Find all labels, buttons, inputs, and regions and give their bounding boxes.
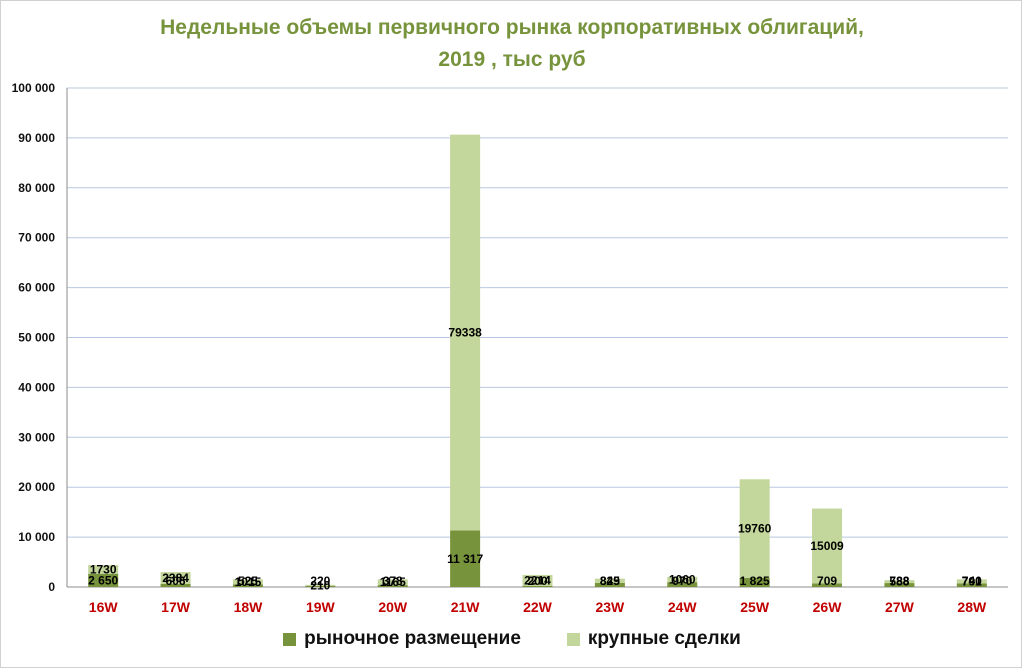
x-tick-label: 27W — [885, 599, 915, 615]
bar-large-deals — [377, 579, 408, 586]
y-tick-label: 100 000 — [12, 81, 56, 95]
data-label-market: 220 — [310, 574, 330, 588]
legend-label-large-deals: крупные сделки — [587, 628, 741, 649]
bar-large-deals — [739, 479, 770, 578]
y-tick-label: 80 000 — [18, 181, 55, 195]
x-tick-label: 28W — [957, 599, 987, 615]
y-tick-label: 30 000 — [18, 430, 55, 444]
bar-large-deals — [160, 572, 191, 584]
legend-item-market: рыночное размещение — [283, 628, 521, 650]
y-tick-label: 10 000 — [18, 530, 55, 544]
bar-large-deals — [88, 565, 119, 574]
bar-market — [594, 582, 625, 587]
data-label-market: 2 650 — [88, 573, 118, 587]
y-tick-label: 90 000 — [18, 131, 55, 145]
bar-market — [812, 583, 843, 587]
bar-market — [522, 586, 553, 587]
legend-item-large-deals: крупные сделки — [566, 628, 741, 650]
bar-market — [450, 530, 481, 587]
data-label-market: 525 — [238, 574, 258, 588]
y-tick-label: 70 000 — [18, 231, 55, 245]
bar-market — [160, 583, 191, 587]
x-tick-label: 16W — [89, 599, 119, 615]
x-tick-label: 19W — [306, 599, 336, 615]
chart-title: Недельные объемы первичного рынка корпор… — [0, 12, 1024, 76]
bar-market — [956, 583, 987, 587]
legend: рыночное размещение крупные сделки — [0, 628, 1024, 650]
bar-market — [884, 583, 915, 587]
data-label-large-deals: 588 — [889, 575, 909, 589]
bar-market — [232, 584, 263, 587]
x-tick-label: 20W — [378, 599, 408, 615]
data-label-market: 11 317 — [447, 552, 483, 566]
data-label-large-deals: 1060 — [669, 573, 696, 587]
chart-title-line-1: Недельные объемы первичного рынка корпор… — [160, 16, 864, 39]
data-label-large-deals: 1730 — [90, 562, 117, 576]
data-label-large-deals: 2214 — [524, 573, 551, 587]
chart-title-line-2: 2019 , тыс руб — [438, 48, 586, 71]
x-tick-label: 18W — [234, 599, 264, 615]
data-label-market: 606 — [166, 574, 186, 588]
data-label-large-deals: 79338 — [448, 326, 482, 340]
x-tick-label: 23W — [595, 599, 625, 615]
x-tick-label: 17W — [161, 599, 191, 615]
bar-large-deals — [522, 574, 553, 587]
data-label-market: 740 — [962, 574, 982, 588]
y-tick-label: 40 000 — [18, 380, 55, 394]
bar-market — [667, 582, 698, 587]
x-tick-label: 26W — [813, 599, 843, 615]
bar-market — [88, 573, 119, 587]
bar-large-deals — [594, 578, 625, 583]
data-label-market: 1 825 — [740, 574, 770, 588]
data-label-large-deals: 15009 — [810, 539, 844, 553]
data-label-large-deals: 2384 — [162, 571, 189, 585]
y-tick-label: 50 000 — [18, 331, 55, 345]
data-label-market: 788 — [889, 574, 909, 588]
data-label-large-deals: 19760 — [738, 522, 772, 536]
bar-large-deals — [956, 579, 987, 584]
y-tick-label: 0 — [48, 580, 55, 594]
data-label-market: 825 — [600, 574, 620, 588]
bar-large-deals — [884, 580, 915, 584]
data-label-market: 200 — [527, 574, 547, 588]
legend-swatch-large-deals — [566, 632, 580, 646]
data-label-large-deals: 849 — [600, 574, 620, 588]
bar-market — [305, 585, 336, 587]
data-label-large-deals: 210 — [310, 578, 330, 592]
data-label-large-deals: 1165 — [380, 575, 406, 589]
legend-swatch-market — [283, 632, 297, 646]
y-tick-label: 20 000 — [18, 480, 55, 494]
y-tick-label: 60 000 — [18, 281, 55, 295]
bar-large-deals — [232, 579, 263, 585]
bar-large-deals — [667, 576, 698, 583]
x-tick-label: 24W — [668, 599, 698, 615]
data-label-market: 709 — [817, 574, 837, 588]
data-label-large-deals: 791 — [962, 574, 982, 588]
bar-large-deals — [812, 508, 843, 584]
bar-large-deals — [305, 584, 336, 586]
x-tick-label: 21W — [451, 599, 481, 615]
x-tick-label: 25W — [740, 599, 770, 615]
data-label-large-deals: 1015 — [235, 575, 262, 589]
bar-market — [739, 577, 770, 587]
data-label-market: 378 — [383, 574, 403, 588]
bar-market — [377, 585, 408, 587]
x-tick-label: 22W — [523, 599, 553, 615]
data-label-market: 970 — [672, 574, 692, 588]
bar-large-deals — [450, 134, 481, 531]
legend-label-market: рыночное размещение — [304, 628, 521, 649]
